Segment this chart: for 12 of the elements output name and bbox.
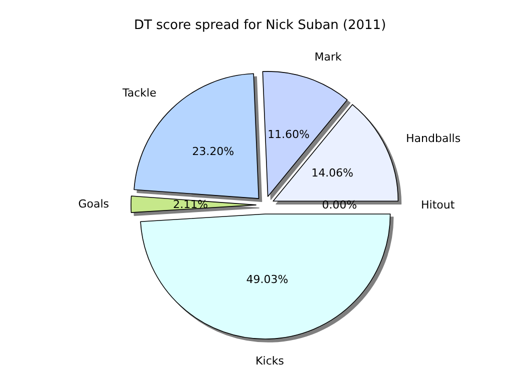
data-label: 49.03% (246, 272, 288, 286)
data-label: 11.60% (268, 128, 310, 141)
slice-label: Handballs (406, 132, 461, 145)
data-label: 14.06% (311, 166, 354, 180)
slice-label: Kicks (256, 354, 284, 368)
chart-title: DT score spread for Nick Suban (2011) (134, 18, 386, 33)
slice-label: Mark (314, 50, 342, 64)
data-label: 23.20% (192, 145, 234, 158)
category-label: Hitout (421, 198, 455, 212)
slice-label: Tackle (121, 86, 157, 100)
data-label: 2.11% (173, 198, 208, 212)
slice-label: Goals (78, 198, 110, 211)
